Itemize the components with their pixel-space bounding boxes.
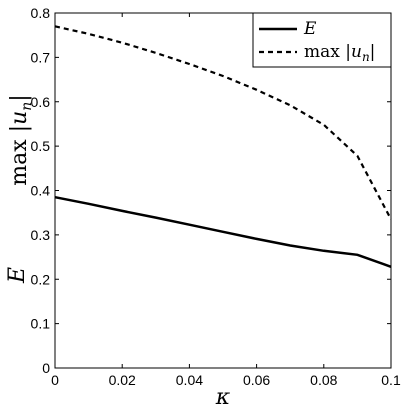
- y-tick-label: 0.7: [31, 49, 51, 65]
- series-line-e: [54, 195, 392, 268]
- y-tick-label: 0.1: [31, 316, 51, 332]
- y-tick-label: 0: [42, 360, 50, 376]
- y-axis-label-top: max |un|: [7, 94, 35, 185]
- legend-label-max-un: max |un|: [304, 42, 375, 64]
- y-tick-label: 0.8: [31, 5, 51, 21]
- legend-box: [252, 12, 392, 68]
- y-tick-label: 0.2: [31, 271, 51, 287]
- x-tick-label: 0: [51, 372, 59, 388]
- series-group: [54, 25, 392, 268]
- series-line-max-un: [54, 25, 392, 220]
- ticks: 0 0.02 0.04 0.06 0.08 0.1 0 0.1 0.2 0.3 0.4 0.5 0.6 0…: [31, 5, 401, 388]
- y-tick-label: 0.3: [31, 227, 51, 243]
- x-tick-label: 0.02: [109, 372, 136, 388]
- x-tick-label: 0.08: [310, 372, 337, 388]
- x-tick-label: 0.1: [381, 372, 401, 388]
- legend-label-e: E: [303, 19, 317, 39]
- x-tick-label: 0.04: [176, 372, 203, 388]
- legend: E max |un|: [252, 12, 392, 68]
- y-tick-label: 0.5: [31, 138, 51, 154]
- y-tick-label: 0.6: [31, 94, 51, 110]
- y-axis-label-top-group: max |un|: [7, 94, 35, 185]
- y-axis-label-bottom-group: E: [5, 267, 30, 284]
- y-tick-label: 0.4: [31, 183, 51, 199]
- x-axis-label: κ: [215, 385, 231, 407]
- x-tick-label: 0.06: [243, 372, 270, 388]
- y-axis-label-bottom: E: [5, 267, 30, 284]
